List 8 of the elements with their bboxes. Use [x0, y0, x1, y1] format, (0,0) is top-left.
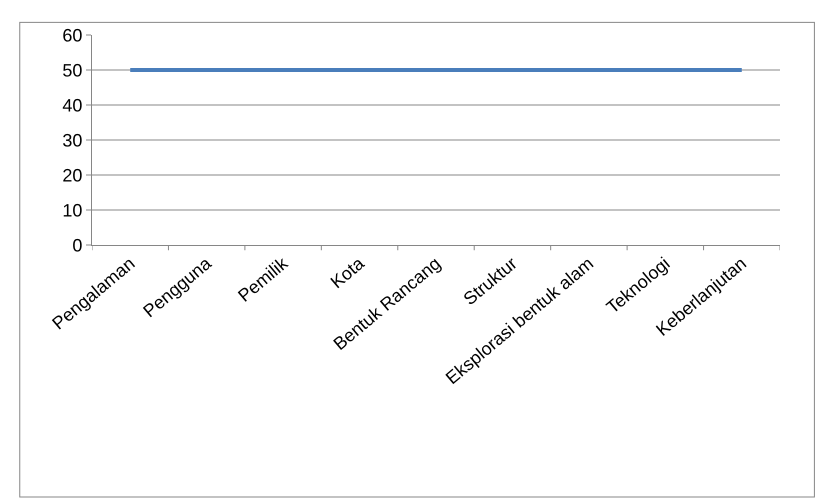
y-tick-label: 0 [72, 235, 82, 256]
y-tick-label: 50 [62, 60, 82, 80]
y-tick-label: 10 [62, 200, 82, 220]
y-tick-label: 60 [62, 25, 82, 46]
y-tick-label: 30 [62, 130, 82, 150]
y-tick-label: 40 [62, 95, 82, 116]
y-tick-label: 20 [62, 165, 82, 186]
x-tick-label: Kota [326, 252, 369, 292]
